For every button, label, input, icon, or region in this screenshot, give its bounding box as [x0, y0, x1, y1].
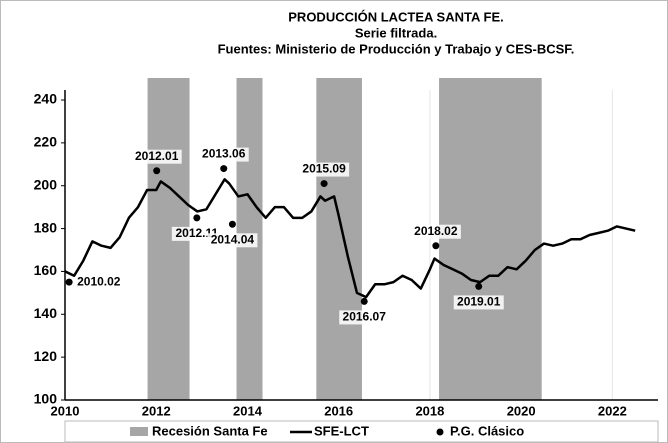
- turning-point: [153, 167, 161, 175]
- turning-point: [220, 165, 228, 173]
- y-tick-label: 140: [34, 305, 58, 321]
- point-label-bg: [299, 162, 350, 177]
- x-tick-label: 2010: [51, 403, 80, 418]
- turning-point: [228, 220, 236, 228]
- y-tick-label: 180: [34, 219, 58, 235]
- legend-swatch: [130, 427, 148, 436]
- x-tick-label: 2018: [415, 403, 444, 418]
- point-label: 2010.02: [77, 274, 121, 288]
- x-tick-label: 2016: [324, 403, 353, 418]
- point-label: 2013.06: [202, 147, 246, 161]
- x-tick-label: 2014: [233, 403, 263, 418]
- y-tick-label: 120: [34, 348, 58, 364]
- legend-swatch: [436, 428, 444, 436]
- chart-source: Fuentes: Ministerio de Producción y Trab…: [218, 41, 575, 56]
- point-label-bg: [77, 275, 128, 290]
- point-label-bg: [339, 310, 390, 325]
- x-tick-label: 2020: [507, 403, 536, 418]
- point-label-bg: [198, 147, 249, 162]
- y-tick-label: 100: [34, 391, 58, 407]
- legend-label: SFE-LCT: [314, 423, 369, 438]
- point-label: 2016.07: [343, 310, 387, 324]
- chart-subtitle: Serie filtrada.: [355, 25, 437, 40]
- y-tick-label: 240: [34, 91, 58, 107]
- point-label-bg: [207, 233, 258, 248]
- turning-point: [360, 297, 368, 305]
- chart-title: PRODUCCIÓN LACTEA SANTA FE.: [288, 9, 503, 24]
- point-label: 2015.09: [302, 162, 346, 176]
- point-label: 2012.01: [135, 149, 179, 163]
- point-label: 2019.01: [457, 295, 501, 309]
- turning-point: [65, 278, 73, 286]
- y-tick-label: 220: [34, 134, 58, 150]
- y-tick-label: 160: [34, 262, 58, 278]
- point-label-bg: [410, 224, 461, 239]
- recession-band: [316, 78, 362, 400]
- recession-band: [439, 78, 542, 400]
- turning-point: [432, 242, 440, 250]
- x-tick-label: 2012: [142, 403, 171, 418]
- turning-point: [475, 282, 483, 290]
- point-label-bg: [131, 149, 182, 164]
- legend-label: P.G. Clásico: [450, 423, 524, 438]
- turning-point: [193, 214, 201, 222]
- point-label: 2018.02: [414, 224, 458, 238]
- point-label: 2014.04: [211, 232, 255, 246]
- point-label-bg: [453, 295, 504, 310]
- y-tick-label: 200: [34, 176, 58, 192]
- legend-label: Recesión Santa Fe: [152, 423, 268, 438]
- legend-box: [64, 420, 659, 443]
- turning-point: [320, 180, 328, 188]
- x-tick-label: 2022: [598, 403, 627, 418]
- series-line: [64, 178, 636, 299]
